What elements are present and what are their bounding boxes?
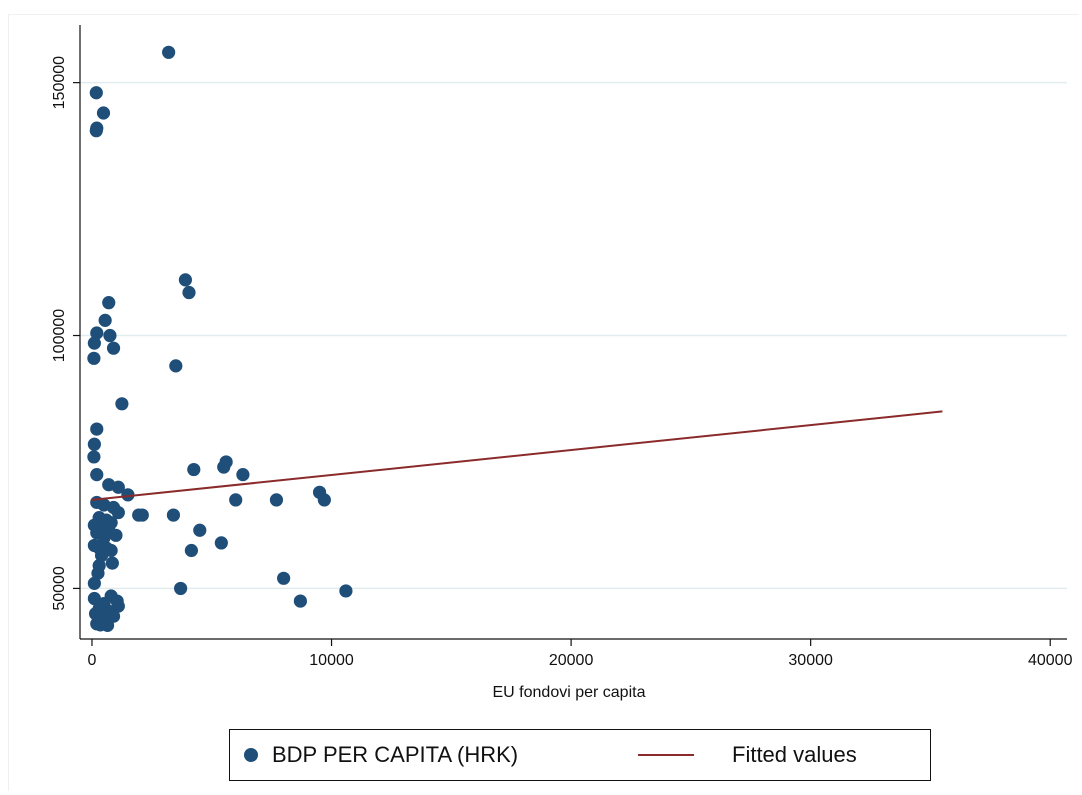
scatter-point <box>293 594 307 608</box>
scatter-point <box>229 493 243 507</box>
grid-lines <box>80 81 1067 590</box>
scatter-point <box>97 531 111 545</box>
scatter-point <box>98 313 112 327</box>
x-tick-label: 20000 <box>549 652 594 669</box>
scatter-point <box>109 528 123 542</box>
scatter-point <box>115 397 129 411</box>
scatter-point <box>162 45 176 59</box>
scatter-point <box>100 618 115 632</box>
scatter-point <box>89 124 103 138</box>
legend-item-series: BDP PER CAPITA (HRK) <box>244 730 518 780</box>
scatter-point <box>111 505 125 520</box>
scatter-point <box>102 296 116 310</box>
x-axis-title: EU fondovi per capita <box>493 684 646 701</box>
scatter-point <box>135 508 149 522</box>
scatter-point <box>89 86 103 100</box>
scatter-point <box>236 468 250 482</box>
legend: BDP PER CAPITA (HRK) Fitted values <box>229 729 931 781</box>
x-tick-label: 30000 <box>788 652 833 669</box>
legend-label-series: BDP PER CAPITA (HRK) <box>272 742 519 767</box>
fitted-line-group <box>91 410 943 501</box>
scatter-point <box>277 571 291 585</box>
y-tick-label: 150000 <box>51 56 68 109</box>
scatter-point <box>169 359 183 373</box>
scatter-point <box>96 106 111 120</box>
scatter-point <box>94 548 109 563</box>
scatter-point <box>90 422 104 436</box>
scatter-point <box>193 523 207 537</box>
legend-item-fitted: Fitted values <box>638 730 857 780</box>
scatter-point <box>87 576 101 590</box>
legend-label-fitted: Fitted values <box>732 742 857 767</box>
scatter-point <box>87 450 101 464</box>
scatter-point <box>105 556 119 570</box>
scatter-point <box>111 480 125 494</box>
scatter-point <box>217 460 231 474</box>
scatter-point <box>90 468 104 482</box>
scatter-point <box>269 493 284 507</box>
scatter-point <box>121 488 135 502</box>
y-tick-label: 50000 <box>51 566 68 611</box>
y-tick-label: 100000 <box>51 309 68 362</box>
scatter-point <box>214 536 228 550</box>
scatter-point <box>178 273 193 287</box>
axes: 0 10000 20000 30000 40000 50000 100000 150000 <box>51 25 1073 669</box>
scatter-point <box>174 581 188 596</box>
scatter-point <box>87 351 101 365</box>
scatter-point <box>87 336 101 350</box>
scatter-point <box>90 326 104 340</box>
scatter-point <box>184 543 198 558</box>
scatter-point <box>91 566 105 580</box>
scatter-point <box>187 462 201 477</box>
x-tick-label: 10000 <box>309 652 354 669</box>
scatter-points <box>87 45 353 632</box>
x-tick-label: 40000 <box>1028 652 1073 669</box>
scatter-point <box>182 285 196 300</box>
scatter-point <box>166 508 181 522</box>
legend-line-marker <box>638 754 694 756</box>
scatter-point <box>106 341 121 355</box>
legend-dot-marker <box>244 748 258 762</box>
scatter-point <box>317 493 331 507</box>
scatter-chart: 0 10000 20000 30000 40000 50000 100000 150000 E… <box>51 25 1073 701</box>
scatter-point <box>339 584 353 598</box>
scatter-point <box>103 328 117 343</box>
x-tick-label: 0 <box>88 652 97 669</box>
scatter-point <box>87 437 101 451</box>
fitted-line <box>91 410 943 501</box>
chart-frame: 0 10000 20000 30000 40000 50000 100000 150000 E… <box>8 14 1079 791</box>
